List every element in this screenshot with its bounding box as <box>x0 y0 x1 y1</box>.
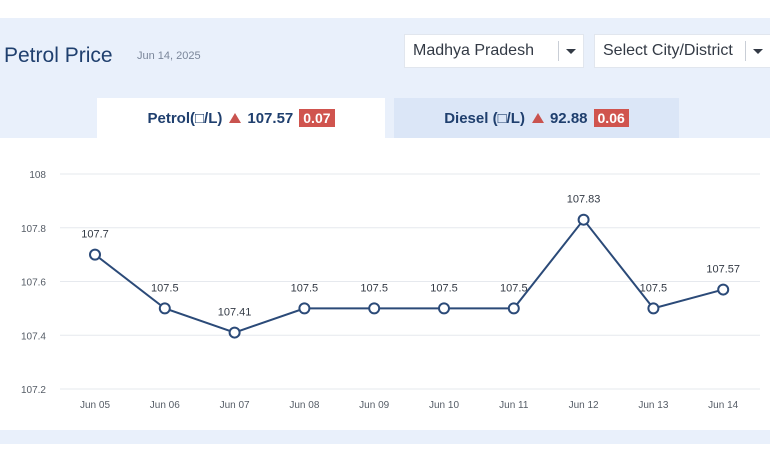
triangle-up-icon <box>531 113 544 123</box>
triangle-up-icon <box>229 113 242 123</box>
tab-diesel-change-badge: 0.06 <box>593 109 629 127</box>
page-title: Petrol Price <box>4 44 113 67</box>
x-tick-label: Jun 13 <box>638 400 668 411</box>
data-point <box>158 302 171 315</box>
data-point <box>507 302 520 315</box>
x-tick-label: Jun 06 <box>150 400 180 411</box>
tab-diesel-label: Diesel (□/L) <box>444 109 525 127</box>
data-label: 107.83 <box>567 194 601 206</box>
x-tick-label: Jun 10 <box>429 400 459 411</box>
tab-diesel-price: 92.88 <box>549 109 588 127</box>
tab-diesel[interactable]: Diesel (□/L) 92.88 0.06 <box>394 98 679 138</box>
caret-down-icon[interactable] <box>559 48 583 54</box>
y-tick-label: 107.6 <box>21 278 46 289</box>
price-line-chart: 107.2 107.4 107.6 107.8 108 Jun 05 Jun 06 Jun 0… <box>21 170 760 411</box>
city-select[interactable]: Select City/District <box>594 34 770 68</box>
x-tick-label: Jun 14 <box>708 400 738 411</box>
x-tick-label: Jun 09 <box>359 400 389 411</box>
data-label: 107.5 <box>430 282 458 294</box>
data-point <box>647 302 660 315</box>
data-label: 107.5 <box>291 282 319 294</box>
data-label: 107.5 <box>500 282 528 294</box>
tab-petrol-label: Petrol(□/L) <box>147 109 223 127</box>
city-select-label: Select City/District <box>603 42 733 59</box>
x-tick-label: Jun 05 <box>80 400 110 411</box>
x-tick-label: Jun 11 <box>499 400 529 411</box>
y-tick-label: 107.2 <box>21 385 46 396</box>
tab-petrol-change-badge: 0.07 <box>299 109 335 127</box>
caret-down-icon[interactable] <box>746 48 770 54</box>
select-divider <box>558 41 559 61</box>
state-select[interactable]: Madhya Pradesh <box>404 34 584 68</box>
price-chart-container: 107.2 107.4 107.6 107.8 108 Jun 05 Jun 06 Jun 0… <box>0 138 770 430</box>
page-date: Jun 14, 2025 <box>137 50 201 62</box>
data-point <box>368 302 381 315</box>
data-label: 107.57 <box>706 264 740 276</box>
data-point <box>228 326 241 339</box>
tab-petrol[interactable]: Petrol(□/L) 107.57 0.07 <box>97 98 385 138</box>
data-label: 107.41 <box>218 307 252 319</box>
data-point <box>89 248 101 261</box>
data-point <box>438 302 450 315</box>
y-tick-label: 107.8 <box>21 224 46 235</box>
x-tick-label: Jun 12 <box>569 400 599 411</box>
data-label: 107.5 <box>360 282 388 294</box>
select-divider <box>745 41 746 61</box>
y-tick-label: 108 <box>29 170 46 181</box>
data-point <box>577 213 590 226</box>
tab-petrol-price: 107.57 <box>247 109 294 127</box>
x-tick-label: Jun 08 <box>289 400 319 411</box>
data-point <box>717 283 730 296</box>
state-select-label: Madhya Pradesh <box>413 42 534 59</box>
x-tick-label: Jun 07 <box>220 400 250 411</box>
series-line <box>94 218 724 334</box>
data-label: 107.5 <box>151 282 179 294</box>
y-tick-label: 107.4 <box>21 331 46 342</box>
data-point <box>298 302 311 315</box>
data-label: 107.5 <box>640 282 668 294</box>
data-label: 107.7 <box>81 229 109 241</box>
